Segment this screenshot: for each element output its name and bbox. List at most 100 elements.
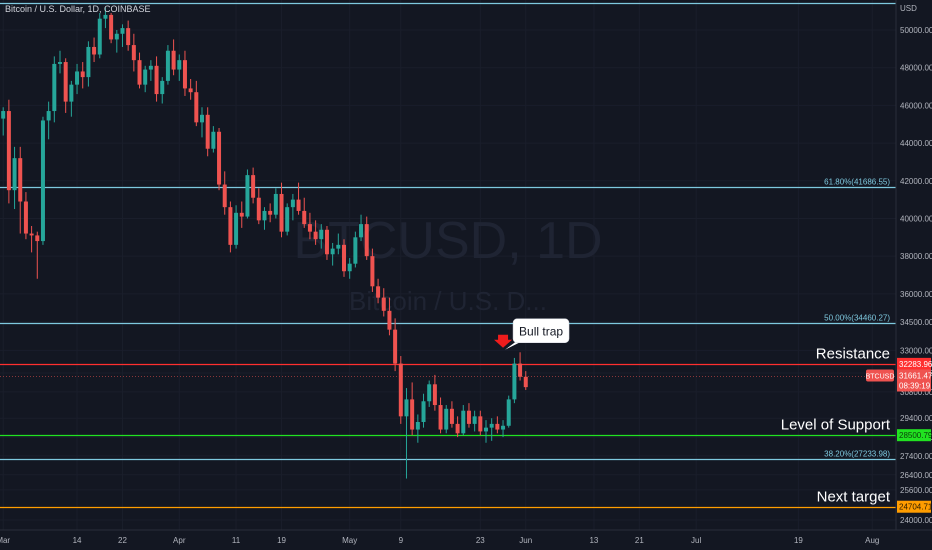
candle-body	[148, 65, 153, 70]
currency-label: USD	[900, 4, 917, 13]
level-label: Next target	[817, 489, 891, 506]
time-tick-label: Apr	[173, 536, 186, 545]
watermark-symbol: BTCUSD, 1D	[293, 212, 602, 270]
candles[interactable]	[1, 7, 528, 479]
candle-body	[58, 62, 62, 64]
price-tag	[897, 357, 931, 370]
time-tick-label: 22	[118, 536, 127, 545]
price-tick-label: 29400.00	[900, 414, 932, 423]
time-tick-label: 19	[794, 536, 803, 545]
candle-body	[415, 422, 420, 430]
candle-body	[120, 28, 125, 34]
candle-body	[177, 60, 182, 70]
down-arrow-icon	[494, 334, 513, 348]
price-tick-label: 42000.00	[900, 177, 932, 186]
candle-body	[506, 399, 511, 426]
candle-body	[359, 224, 364, 238]
callout-text: Bull trap	[519, 325, 563, 339]
candle-body	[342, 244, 346, 272]
price-tag-label: 28500.79	[899, 431, 932, 440]
candle-body	[444, 408, 449, 430]
time-tick-label: 21	[635, 536, 644, 545]
price-tick-label: 33000.00	[900, 346, 932, 355]
candle-body	[512, 363, 517, 400]
price-tick-label: 25600.00	[900, 486, 932, 495]
chart-title: Bitcoin / U.S. Dollar, 1D, COINBASE	[5, 4, 151, 14]
callout-box	[512, 318, 570, 343]
time-tick-label: Mar	[0, 536, 10, 545]
candle-body	[182, 60, 187, 89]
time-tick-label: Aug	[865, 536, 879, 545]
price-tag-label: 24704.71	[899, 503, 932, 512]
candle-body	[518, 363, 523, 377]
price-tick-label: 48000.00	[900, 64, 932, 73]
time-tick-label: 19	[277, 536, 286, 545]
candle-body	[29, 233, 34, 236]
candle-body	[432, 384, 437, 406]
candle-body	[143, 69, 148, 85]
candle-body	[18, 158, 23, 202]
candle-body	[336, 244, 341, 249]
annotations: Bull trap	[494, 318, 570, 350]
price-tag	[897, 500, 931, 513]
candle-body	[376, 286, 381, 298]
candle-body	[69, 84, 74, 102]
candle-body	[109, 14, 114, 40]
candle-body	[234, 212, 239, 245]
price-tick-label: 30800.00	[900, 388, 932, 397]
time-tick-label: Jun	[519, 536, 532, 545]
candle-body	[126, 28, 131, 46]
price-tags: 32283.96 28500.79 24704.71 BTCUSD 31661.4708…	[866, 357, 932, 513]
candle-body	[353, 237, 358, 264]
candle-body	[523, 376, 528, 388]
candle-body	[387, 310, 392, 330]
candle-body	[165, 50, 170, 81]
candle-body	[285, 207, 290, 232]
candle-body	[86, 46, 91, 78]
candle-body	[228, 207, 233, 245]
candle-body	[92, 46, 97, 55]
price-levels: 61.80%(41686.55) 50.00%(34460.27) Resistan…	[0, 2, 896, 509]
countdown-value: 08:39:19	[899, 382, 931, 391]
candle-body	[319, 229, 324, 240]
candle-body	[171, 50, 176, 70]
candle-body	[40, 120, 45, 242]
symbol-tag	[866, 369, 894, 382]
candle-body	[222, 184, 227, 208]
candle-body	[205, 114, 210, 149]
candle-body	[370, 256, 375, 287]
price-tick-label: 44000.00	[900, 139, 932, 148]
price-tick-label: 38000.00	[900, 252, 932, 261]
candle-body	[103, 14, 108, 19]
candle-body	[410, 399, 415, 430]
price-tag	[897, 429, 931, 442]
candle-body	[484, 427, 488, 432]
fib-label: 61.80%(41686.55)	[824, 178, 890, 187]
candle-body	[239, 212, 244, 217]
time-axis[interactable]: Mar 14 22 Apr 11 19 May 9 23 Jun 13 21 Jul 19 Aug	[0, 536, 879, 545]
candle-body	[307, 224, 312, 232]
candle-body	[466, 410, 471, 424]
time-tick-label: 14	[73, 536, 82, 545]
time-tick-label: 23	[476, 536, 485, 545]
fib-label: 38.20%(27233.98)	[824, 450, 890, 459]
candle-body	[12, 158, 17, 191]
time-tick-label: Jul	[691, 536, 701, 545]
candle-body	[438, 405, 443, 430]
candle-body	[114, 33, 119, 40]
price-tick-label: 46000.00	[900, 101, 932, 110]
candle-body	[63, 62, 68, 102]
candle-body	[455, 423, 460, 434]
candle-body	[217, 131, 222, 185]
candle-body	[97, 18, 102, 55]
candle-body	[6, 111, 11, 191]
candle-body	[188, 88, 193, 93]
candle-body	[347, 263, 352, 272]
price-tick-label: 34500.00	[900, 318, 932, 327]
candle-body	[23, 201, 28, 234]
candle-body	[478, 416, 483, 432]
candle-body	[290, 199, 295, 208]
candle-body	[489, 423, 494, 428]
time-tick-label: 13	[589, 536, 598, 545]
